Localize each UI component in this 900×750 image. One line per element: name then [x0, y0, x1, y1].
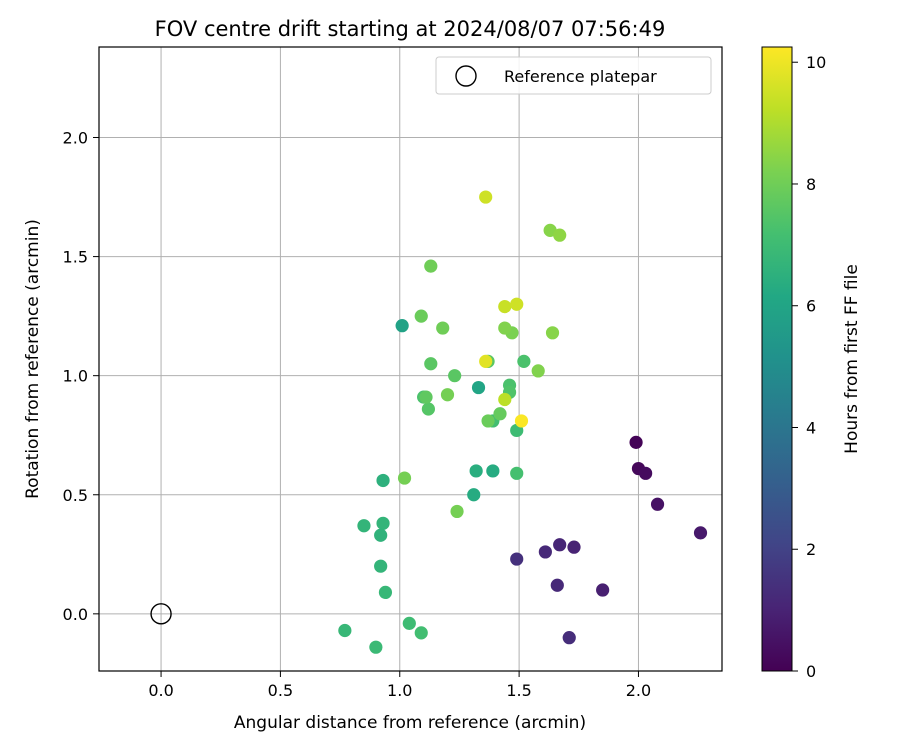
data-point: [376, 516, 390, 530]
data-point: [486, 464, 500, 478]
data-point: [510, 552, 524, 566]
data-point: [378, 585, 393, 600]
colorbar-tick-label: 4: [806, 418, 816, 437]
data-point: [469, 464, 483, 478]
x-tick-label: 2.0: [626, 681, 651, 700]
data-point: [369, 640, 383, 654]
data-point: [414, 626, 428, 640]
data-point: [517, 354, 531, 368]
data-point: [421, 402, 436, 416]
x-tick-label: 1.0: [387, 681, 412, 700]
y-axis-ticks: 0.0 0.5 1.0 1.5 2.0: [63, 129, 99, 624]
y-tick-label: 2.0: [63, 129, 88, 148]
chart-title: FOV centre drift starting at 2024/08/07 …: [155, 17, 666, 41]
colorbar-label: Hours from first FF file: [842, 264, 862, 454]
x-axis-label: Angular distance from reference (arcmin): [234, 713, 586, 733]
data-point: [498, 300, 512, 314]
data-point: [639, 466, 653, 480]
data-point: [374, 559, 388, 573]
data-point: [402, 616, 416, 630]
x-tick-label: 1.5: [506, 681, 531, 700]
data-point: [424, 357, 438, 371]
data-points: [338, 190, 708, 654]
data-point: [629, 435, 643, 449]
plot-frame: [98, 46, 723, 672]
data-point: [531, 364, 545, 378]
data-point: [414, 309, 428, 323]
data-point: [424, 259, 438, 273]
y-tick-label: 0.0: [63, 605, 88, 624]
colorbar-tick-label: 10: [806, 53, 826, 72]
y-tick-label: 0.5: [63, 486, 88, 505]
data-point: [596, 583, 610, 597]
data-point: [467, 488, 481, 502]
data-point: [440, 388, 455, 402]
x-tick-label: 0.5: [268, 681, 293, 700]
reference-platepar-marker: [150, 603, 172, 625]
data-point: [498, 321, 512, 335]
data-point: [395, 319, 409, 333]
data-point: [538, 545, 552, 559]
colorbar-tick-label: 8: [806, 175, 816, 194]
data-point: [436, 321, 450, 335]
data-point: [471, 380, 486, 395]
data-point: [498, 392, 512, 407]
data-point: [419, 390, 433, 404]
data-point: [479, 354, 493, 368]
data-point: [550, 578, 564, 592]
colorbar-tick-label: 6: [806, 297, 816, 316]
data-point: [562, 631, 576, 645]
colorbar-gradient: [761, 46, 793, 672]
colorbar-tick-label: 0: [806, 662, 816, 681]
data-point: [567, 540, 581, 554]
data-point: [338, 623, 352, 638]
colorbar-ticks: 0 2 4 6 8 10: [792, 53, 826, 681]
data-point: [357, 519, 371, 533]
data-point: [510, 466, 524, 480]
data-point: [479, 190, 493, 204]
legend-reference-marker: [455, 65, 477, 87]
data-point: [510, 297, 524, 311]
y-tick-label: 1.0: [63, 367, 88, 386]
data-point: [448, 369, 462, 383]
legend-box: [435, 56, 712, 95]
data-point: [545, 326, 560, 340]
colorbar-tick-label: 2: [806, 540, 816, 559]
y-axis-label: Rotation from reference (arcmin): [23, 219, 43, 499]
data-point: [553, 538, 567, 552]
y-tick-label: 1.5: [63, 248, 88, 267]
data-point: [374, 528, 388, 542]
legend-label-reference: Reference platepar: [504, 67, 657, 86]
data-point: [450, 504, 464, 519]
data-point: [397, 471, 412, 485]
x-axis-ticks: 0.0 0.5 1.0 1.5 2.0: [148, 671, 651, 700]
data-point: [376, 473, 390, 488]
data-point: [553, 228, 567, 242]
data-point: [481, 414, 495, 428]
colorbar: 0 2 4 6 8 10 Hours from first FF file: [761, 46, 862, 681]
x-tick-label: 0.0: [148, 681, 173, 700]
data-point: [650, 497, 665, 511]
reference-marker: [150, 603, 172, 625]
legend: Reference platepar: [435, 56, 712, 95]
data-point: [514, 414, 529, 428]
grid-lines: [99, 47, 722, 671]
data-point: [493, 407, 507, 421]
data-point: [693, 526, 708, 540]
